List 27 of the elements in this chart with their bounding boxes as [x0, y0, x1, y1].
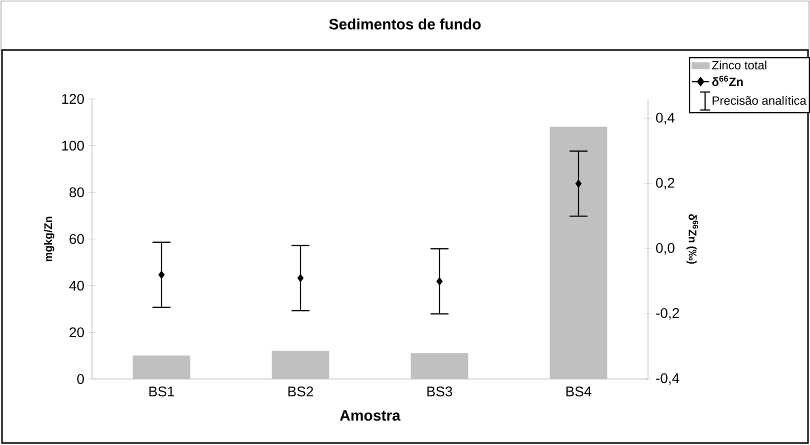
point: [297, 274, 304, 282]
point: [158, 270, 165, 279]
y-tick-label: 100: [62, 140, 84, 151]
legend-label: Zinco total: [712, 60, 766, 70]
y-tick-label: 20: [70, 327, 84, 338]
text: Precisão analítica: [712, 96, 806, 105]
legend-label: δ$^{66}$Zn: [712, 76, 743, 86]
x-tick-label: BS2: [288, 386, 314, 396]
y-axis-title: mgkg/Zn: [44, 216, 54, 262]
x-tick-label: BS3: [427, 386, 452, 396]
y2-tick-label: 0,4: [656, 112, 675, 124]
y-tick-label: 0: [77, 374, 84, 384]
y-tick-label: 60: [70, 234, 84, 244]
y2-tick-label: -0,2: [656, 308, 679, 320]
point: [575, 179, 582, 188]
y-tick-label: 80: [70, 187, 84, 198]
point: [436, 277, 443, 286]
y2-tick-label: 0,0: [656, 242, 674, 255]
y2-axis-title: δ$^{66}$Zn (‰): [686, 214, 698, 264]
y-tick-label: 40: [69, 280, 84, 291]
y-tick-label: 120: [62, 94, 84, 104]
y2-tick-label: -0,4: [656, 373, 680, 385]
x-tick-label: BS4: [566, 386, 592, 396]
y2-tick-label: 0,2: [656, 178, 674, 190]
chart-title: Sedimentos de fundo: [329, 18, 481, 30]
x-axis-title: Amostra: [340, 410, 401, 421]
x-tick-label: BS1: [149, 386, 174, 396]
